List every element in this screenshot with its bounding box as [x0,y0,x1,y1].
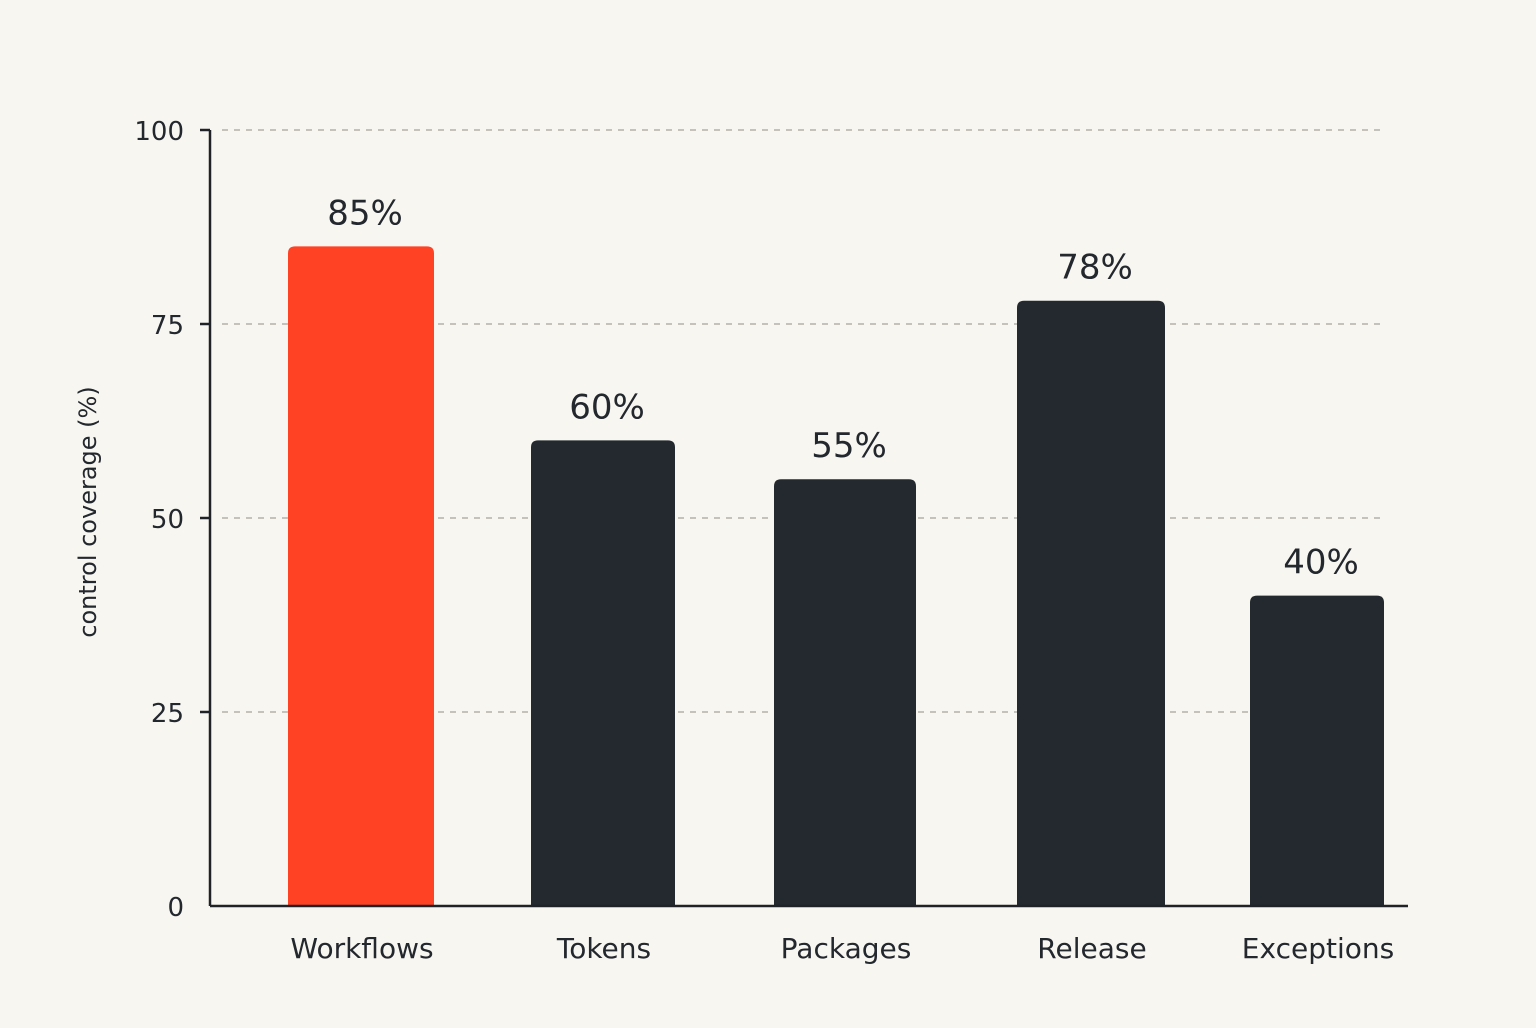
bar-exceptions [1250,595,1384,906]
x-category-label: Packages [781,932,912,965]
bar-tokens [531,440,675,906]
x-category-label: Workflows [290,932,433,965]
labels: 0 25 50 75 100 85% Workflows 60% Tokens 55% Packag… [134,117,1394,965]
y-tick-label: 25 [151,699,184,729]
bar-workflows [288,246,434,906]
x-category-label: Tokens [556,932,651,965]
value-label: 60% [569,387,645,427]
bar-release [1017,300,1165,907]
y-tick-label: 50 [151,505,184,535]
value-label: 85% [327,193,403,233]
x-category-label: Exceptions [1242,932,1394,965]
x-category-label: Release [1037,932,1146,965]
y-tick-label: 100 [134,117,184,147]
value-label: 40% [1283,543,1359,583]
y-tick-label: 0 [167,893,184,923]
bar-packages [774,479,916,906]
value-label: 78% [1057,248,1133,288]
y-axis-title: control coverage (%) [74,386,102,637]
bars [288,246,1384,907]
y-tick-label: 75 [151,311,184,341]
value-label: 55% [811,426,887,466]
axes [208,130,1408,908]
